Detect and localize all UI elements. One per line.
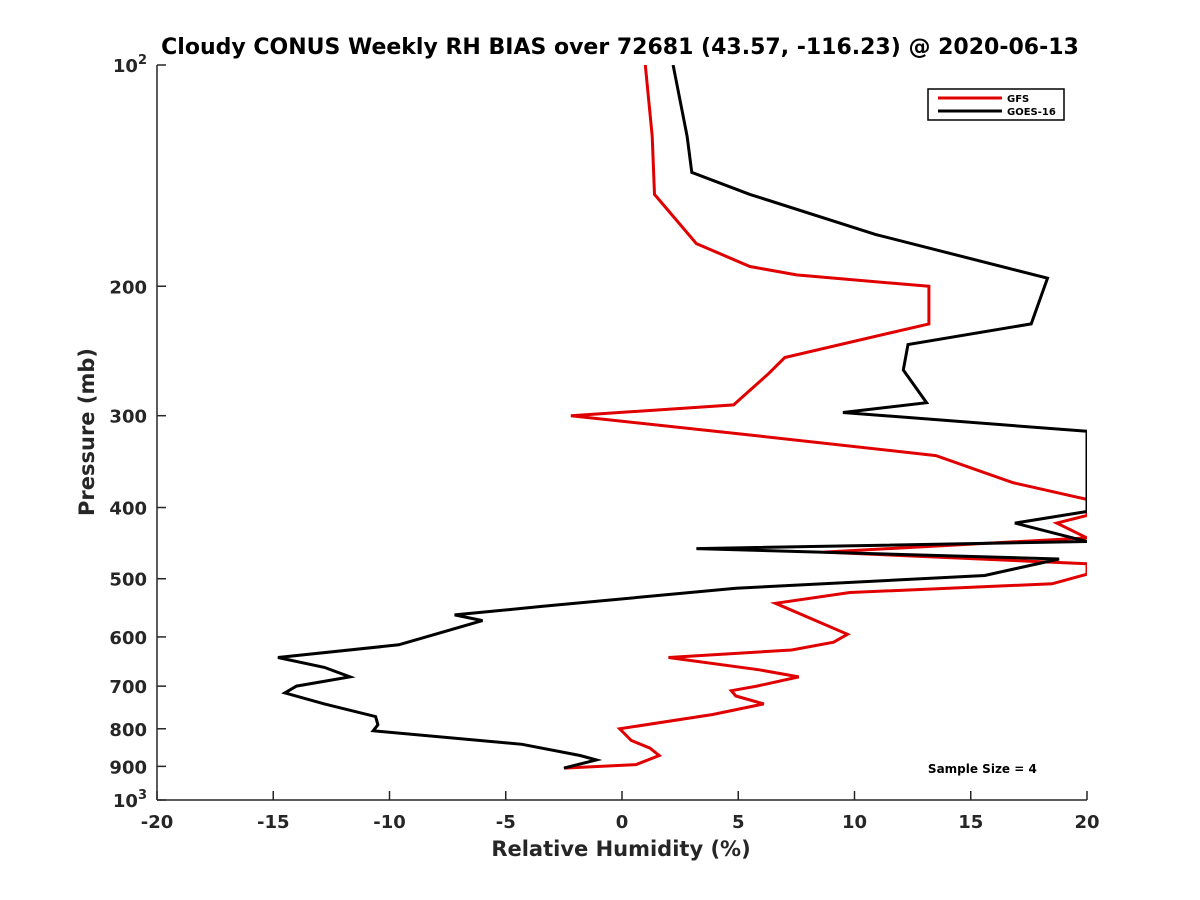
y-tick-label: 900 (109, 757, 147, 778)
chart-title: Cloudy CONUS Weekly RH BIAS over 72681 (… (161, 35, 1079, 60)
legend-box (927, 88, 1065, 121)
x-tick-label: 10 (842, 812, 867, 833)
x-tick-label: 15 (958, 812, 983, 833)
x-tick-label: -15 (257, 812, 290, 833)
series-line-gfs (563, 65, 1087, 770)
y-tick-label: 500 (109, 570, 147, 591)
x-tick-label: 0 (616, 812, 629, 833)
y-tick-label: 300 (109, 407, 147, 428)
series-layer (277, 65, 1087, 770)
x-tick-label: 5 (732, 812, 745, 833)
y-axis-label: Pressure (mb) (75, 348, 99, 516)
legend-entry-label: GFS (1007, 94, 1029, 105)
x-tick-label: -5 (496, 812, 516, 833)
y-tick-label: 800 (109, 720, 147, 741)
x-tick-label: 20 (1074, 812, 1099, 833)
x-ticks: -20 -15 -10 -5 0 5 10 15 20 (141, 791, 1100, 833)
y-tick-label: 102 (113, 53, 147, 77)
y-tick-label: 200 (109, 277, 147, 298)
y-ticks: 102 200 300 400 500 600 700 800 900 103 (109, 53, 166, 812)
annotations: Sample Size = 4 (928, 762, 1037, 776)
y-tick-label: 400 (109, 499, 147, 520)
legend: GFS GOES-16 (927, 88, 1065, 121)
y-tick-label: 600 (109, 628, 147, 649)
x-axis-label: Relative Humidity (%) (491, 837, 750, 861)
y-tick-label: 700 (109, 677, 147, 698)
y-tick-label: 103 (113, 788, 147, 812)
legend-entry-label: GOES-16 (1007, 107, 1056, 118)
sample-size-annotation: Sample Size = 4 (928, 762, 1037, 776)
x-tick-label: -20 (141, 812, 174, 833)
series-line-goes-16 (277, 65, 1087, 770)
x-tick-label: -10 (373, 812, 406, 833)
